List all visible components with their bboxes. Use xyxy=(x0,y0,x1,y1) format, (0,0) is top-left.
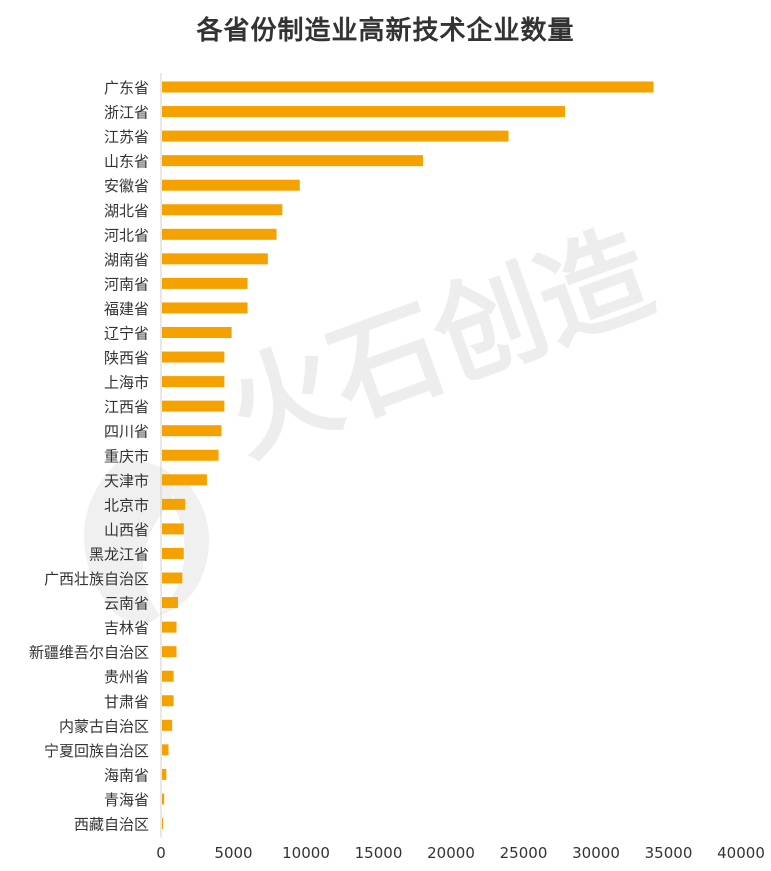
x-tick-label: 10000 xyxy=(282,844,330,862)
bar xyxy=(162,793,165,805)
bar xyxy=(162,695,174,707)
category-label: 江西省 xyxy=(104,398,149,416)
watermark-flame-logo-inner xyxy=(158,478,210,616)
bar xyxy=(162,547,184,559)
category-label: 甘肃省 xyxy=(104,693,149,711)
bar xyxy=(162,277,248,289)
category-label: 海南省 xyxy=(104,766,149,784)
bar xyxy=(162,81,654,93)
watermark-flame-logo xyxy=(83,459,175,624)
bar xyxy=(162,744,169,756)
bar xyxy=(162,646,177,658)
bar xyxy=(162,523,184,535)
x-tick-label: 20000 xyxy=(427,844,475,862)
bar xyxy=(162,572,183,584)
bar xyxy=(162,498,186,510)
category-label: 广东省 xyxy=(104,79,149,97)
bar xyxy=(162,768,167,780)
category-label: 贵州省 xyxy=(104,668,149,686)
x-tick-label: 35000 xyxy=(645,844,693,862)
bar xyxy=(162,818,163,829)
x-tick-label: 40000 xyxy=(717,844,765,862)
category-label: 陕西省 xyxy=(104,349,149,367)
category-label: 福建省 xyxy=(104,300,149,318)
category-label: 山西省 xyxy=(104,521,149,539)
bar xyxy=(162,425,222,437)
category-label: 山东省 xyxy=(104,153,149,171)
category-label: 广西壮族自治区 xyxy=(44,570,149,588)
bars-layer xyxy=(162,81,654,829)
x-tick-label: 5000 xyxy=(214,844,252,862)
x-tick-label: 15000 xyxy=(355,844,403,862)
category-label: 西藏自治区 xyxy=(74,816,149,834)
category-label: 安徽省 xyxy=(104,177,149,195)
bar xyxy=(162,351,225,363)
category-label: 新疆维吾尔自治区 xyxy=(29,644,149,662)
bar xyxy=(162,302,248,314)
category-label: 浙江省 xyxy=(104,104,149,122)
category-label: 黑龙江省 xyxy=(89,545,149,563)
x-tick-label: 30000 xyxy=(572,844,620,862)
chart-title: 各省份制造业高新技术企业数量 xyxy=(196,16,575,46)
x-tick-label: 0 xyxy=(156,844,166,862)
x-tick-label: 25000 xyxy=(500,844,548,862)
category-label: 湖南省 xyxy=(104,251,149,269)
bar xyxy=(162,327,232,338)
category-label: 辽宁省 xyxy=(104,325,149,343)
bar xyxy=(162,670,174,682)
bar xyxy=(162,155,423,167)
bar xyxy=(162,376,225,388)
category-label: 湖北省 xyxy=(104,202,149,220)
category-label: 天津市 xyxy=(104,472,149,490)
category-label: 北京市 xyxy=(104,496,149,514)
watermark-text: 火石创造 xyxy=(210,209,667,480)
category-label: 上海市 xyxy=(104,374,149,392)
bar xyxy=(162,719,173,731)
category-label: 吉林省 xyxy=(104,619,149,637)
category-label: 河北省 xyxy=(104,226,149,244)
bar xyxy=(162,474,207,486)
bar xyxy=(162,130,509,142)
bar xyxy=(162,228,277,240)
bar xyxy=(162,449,219,461)
bar xyxy=(162,400,225,412)
bar xyxy=(162,621,177,633)
bar xyxy=(162,253,268,265)
bar xyxy=(162,597,178,609)
category-label: 内蒙古自治区 xyxy=(59,717,149,735)
category-label: 江苏省 xyxy=(104,128,149,146)
watermark: 火石创造 xyxy=(83,209,667,624)
bar xyxy=(162,204,283,216)
axis-layer: 广东省浙江省江苏省山东省安徽省湖北省河北省湖南省河南省福建省辽宁省陕西省上海市江… xyxy=(29,73,765,862)
category-label: 云南省 xyxy=(104,595,149,613)
bar xyxy=(162,106,566,118)
category-label: 青海省 xyxy=(104,791,149,809)
bar xyxy=(162,179,300,191)
category-label: 宁夏回族自治区 xyxy=(44,742,149,760)
category-label: 重庆市 xyxy=(104,447,149,465)
category-label: 四川省 xyxy=(104,423,149,441)
category-label: 河南省 xyxy=(104,275,149,293)
